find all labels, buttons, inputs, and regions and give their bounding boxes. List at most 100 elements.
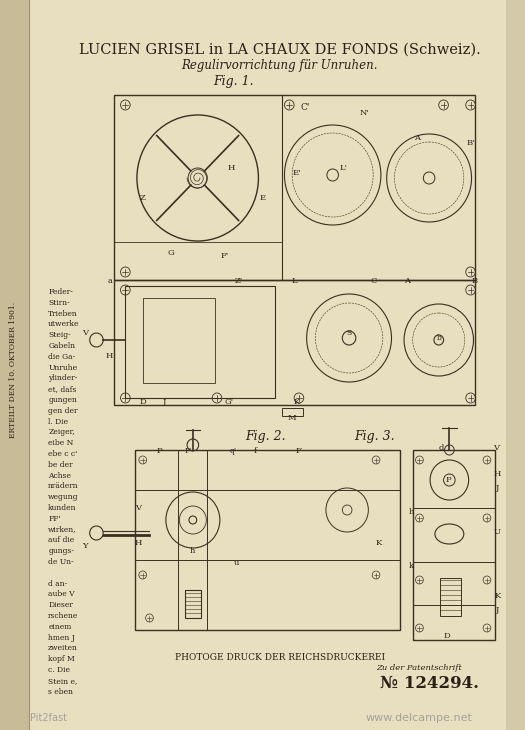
Text: J: J xyxy=(496,606,499,614)
Bar xyxy=(114,95,476,280)
Text: s eben: s eben xyxy=(48,688,73,696)
Text: FF': FF' xyxy=(48,515,61,523)
Text: aube V: aube V xyxy=(48,591,75,599)
Text: de Un-: de Un- xyxy=(48,558,74,566)
Text: Regulirvorrichtung für Unruhen.: Regulirvorrichtung für Unruhen. xyxy=(182,58,378,72)
Text: k: k xyxy=(409,562,414,570)
Circle shape xyxy=(90,526,103,540)
Text: L: L xyxy=(291,277,297,285)
Text: Stirn-: Stirn- xyxy=(48,299,70,307)
Text: Dieser: Dieser xyxy=(48,602,73,610)
Text: H: H xyxy=(494,470,501,478)
Text: nrädern: nrädern xyxy=(48,483,79,491)
Text: www.delcampe.net: www.delcampe.net xyxy=(366,713,473,723)
Text: q': q' xyxy=(230,447,237,455)
Text: H: H xyxy=(228,164,235,172)
Text: Fig. 3.: Fig. 3. xyxy=(354,430,394,443)
Bar xyxy=(413,450,495,640)
Text: einem: einem xyxy=(48,623,71,631)
Bar xyxy=(143,298,215,383)
Text: K: K xyxy=(376,539,382,547)
Text: kopf M: kopf M xyxy=(48,656,75,663)
Text: rschene: rschene xyxy=(48,612,79,620)
Text: Y: Y xyxy=(82,542,88,550)
Text: ebe c c': ebe c c' xyxy=(48,450,78,458)
Text: H: H xyxy=(106,352,113,360)
Text: A: A xyxy=(404,277,410,285)
Text: Zu der Patentschrift: Zu der Patentschrift xyxy=(376,664,463,672)
Text: eibe N: eibe N xyxy=(48,439,74,447)
Text: LUCIEN GRISEL in LA CHAUX DE FONDS (Schweiz).: LUCIEN GRISEL in LA CHAUX DE FONDS (Schw… xyxy=(79,43,480,57)
Text: gen der: gen der xyxy=(48,407,78,415)
Bar xyxy=(440,578,461,616)
Text: G': G' xyxy=(225,398,234,406)
Text: zweiten: zweiten xyxy=(48,645,78,653)
Bar xyxy=(114,280,476,405)
Text: U: U xyxy=(494,528,501,536)
Text: J: J xyxy=(162,398,165,406)
Text: u: u xyxy=(234,559,239,567)
Text: ylinder-: ylinder- xyxy=(48,374,78,383)
Text: Pit2fast: Pit2fast xyxy=(30,713,67,723)
Text: P': P' xyxy=(184,447,192,455)
Text: die Ga-: die Ga- xyxy=(48,353,76,361)
Text: P: P xyxy=(156,447,162,455)
Text: E: E xyxy=(259,194,265,202)
Text: kunden: kunden xyxy=(48,504,77,512)
Text: a: a xyxy=(108,277,112,285)
Bar xyxy=(281,408,303,416)
Text: K: K xyxy=(495,592,501,600)
Text: wegung: wegung xyxy=(48,493,79,502)
Text: d an-: d an- xyxy=(48,580,68,588)
Text: F': F' xyxy=(220,252,229,260)
Text: Fig. 1.: Fig. 1. xyxy=(213,75,254,88)
Text: Gabeln: Gabeln xyxy=(48,342,76,350)
Text: K: K xyxy=(294,398,300,406)
Text: ERTEILT DEN 10. OKTOBER 1901.: ERTEILT DEN 10. OKTOBER 1901. xyxy=(9,302,17,438)
Text: utwerke: utwerke xyxy=(48,320,80,329)
Text: J: J xyxy=(496,484,499,492)
Text: V: V xyxy=(82,329,88,337)
Text: B': B' xyxy=(466,139,475,147)
Text: P: P xyxy=(446,476,451,484)
Text: V: V xyxy=(492,444,499,452)
Text: N': N' xyxy=(360,109,370,117)
Text: B: B xyxy=(471,277,478,285)
Text: C': C' xyxy=(300,103,309,112)
Bar xyxy=(0,0,29,730)
Text: № 124294.: № 124294. xyxy=(380,675,479,691)
Text: Z': Z' xyxy=(235,277,243,285)
Text: c. Die: c. Die xyxy=(48,666,70,674)
Text: h: h xyxy=(190,547,195,555)
Text: Trieben: Trieben xyxy=(48,310,78,318)
Text: H: H xyxy=(134,539,142,547)
Text: gungs-: gungs- xyxy=(48,548,74,556)
Text: d: d xyxy=(439,444,444,452)
Text: et, dafs: et, dafs xyxy=(48,385,77,393)
Text: wirken,: wirken, xyxy=(48,526,77,534)
Text: Steig-: Steig- xyxy=(48,331,71,339)
Text: Z: Z xyxy=(140,194,145,202)
Text: A: A xyxy=(414,134,419,142)
Text: S: S xyxy=(346,329,352,337)
Text: D: D xyxy=(443,632,450,640)
Text: E': E' xyxy=(293,169,301,177)
Text: auf die: auf die xyxy=(48,537,75,545)
Text: be der: be der xyxy=(48,461,73,469)
Text: f: f xyxy=(254,447,257,455)
Text: PHOTOGE DRUCK DER REICHSDRUCKEREI: PHOTOGE DRUCK DER REICHSDRUCKEREI xyxy=(175,653,385,663)
Text: G: G xyxy=(167,249,174,257)
Text: Fig. 2.: Fig. 2. xyxy=(245,430,286,443)
Text: Feder-: Feder- xyxy=(48,288,73,296)
Text: Achse: Achse xyxy=(48,472,71,480)
Text: C: C xyxy=(371,277,377,285)
Text: hmen J: hmen J xyxy=(48,634,75,642)
Text: M: M xyxy=(288,414,297,422)
Bar xyxy=(185,590,201,618)
Circle shape xyxy=(90,333,103,347)
Text: Unruhe: Unruhe xyxy=(48,364,77,372)
Bar xyxy=(135,450,400,630)
Text: L': L' xyxy=(339,164,347,172)
Text: gungen: gungen xyxy=(48,396,77,404)
Text: Stein e,: Stein e, xyxy=(48,677,78,685)
